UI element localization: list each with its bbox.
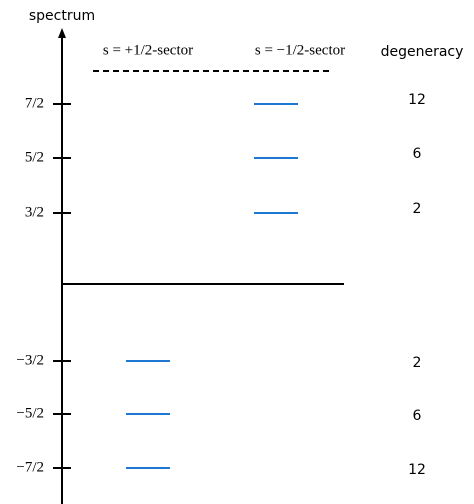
level-label: −7/2 (16, 459, 44, 475)
sector-header: s = +1/2-sector (103, 42, 193, 58)
axis-label: spectrum (29, 8, 95, 24)
degeneracy: 2 (413, 355, 422, 371)
level-label: 5/2 (25, 149, 44, 165)
level-label: 3/2 (25, 204, 44, 220)
degeneracy: 12 (408, 92, 426, 108)
degeneracy: 2 (413, 201, 422, 217)
sector-header: s = −1/2-sector (255, 42, 345, 58)
level-label: −3/2 (16, 352, 44, 368)
level-label: −5/2 (16, 405, 44, 421)
level-label: 7/2 (25, 95, 44, 111)
degeneracy: 12 (408, 462, 426, 478)
axis-arrow (58, 28, 66, 38)
degeneracy: 6 (413, 408, 422, 424)
degeneracy: 6 (413, 146, 422, 162)
degeneracy-header: degeneracy (381, 44, 464, 60)
